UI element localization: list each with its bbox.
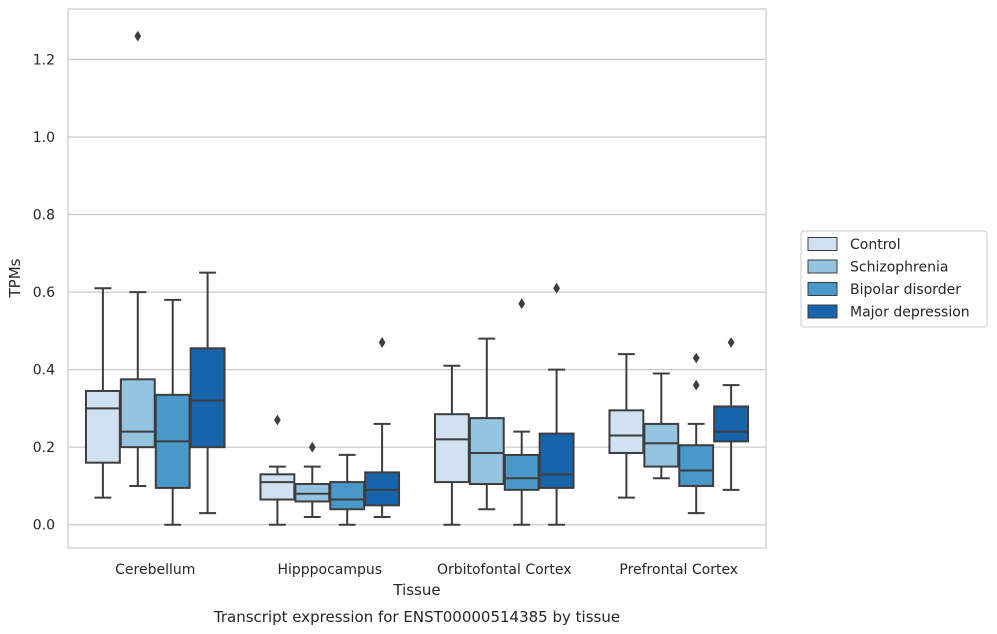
outlier-point — [727, 337, 735, 348]
box — [154, 298, 191, 526]
box-body — [643, 422, 680, 468]
box — [468, 337, 505, 511]
y-tick-label: 0.0 — [33, 518, 55, 534]
x-axis-label: Tissue — [392, 581, 440, 599]
box-body — [259, 473, 296, 501]
x-tick-label: Hipppocampus — [277, 562, 382, 578]
box-body — [678, 444, 715, 487]
y-axis-ticks: 0.0 0.2 0.4 0.6 0.8 1.0 1.2 — [33, 52, 55, 533]
outlier-point — [308, 441, 316, 453]
box — [538, 282, 575, 526]
legend-label: Control — [850, 237, 901, 253]
box-body — [433, 413, 470, 484]
box — [364, 337, 401, 518]
box-body — [713, 405, 750, 443]
legend-frame — [800, 230, 988, 328]
legend-label: Schizophrenia — [850, 260, 948, 276]
box-body — [189, 347, 226, 449]
outlier-point — [134, 30, 142, 42]
outlier-point — [553, 282, 560, 294]
box — [259, 414, 296, 526]
box — [678, 352, 715, 515]
chart-caption: Transcript expression for ENST0000051438… — [213, 608, 620, 626]
y-tick-label: 0.6 — [33, 285, 55, 301]
outlier-point — [378, 337, 386, 348]
legend-swatch — [807, 282, 838, 296]
outlier-point — [692, 352, 700, 364]
box-body — [468, 417, 505, 486]
box-body — [329, 481, 366, 511]
x-tick-label: Orbitofontal Cortex — [437, 562, 572, 578]
legend-label: Bipolar disorder — [850, 282, 961, 298]
plot-frame — [67, 8, 767, 549]
y-tick-label: 1.0 — [33, 130, 55, 146]
outlier-point — [274, 414, 281, 426]
box — [189, 271, 226, 515]
legend-label: Major depression — [850, 305, 970, 321]
box — [643, 372, 680, 480]
boxes — [84, 30, 750, 526]
box — [608, 353, 645, 499]
outlier-point — [518, 298, 526, 310]
legend-swatch — [807, 304, 838, 319]
y-tick-label: 1.2 — [33, 52, 55, 68]
legend-swatch — [807, 259, 838, 274]
box-body — [84, 389, 121, 464]
series-bipolar-disorder — [154, 298, 715, 526]
box — [503, 298, 540, 526]
outlier-point — [692, 379, 700, 391]
y-tick-label: 0.4 — [33, 363, 55, 379]
box-body — [503, 453, 540, 491]
series-schizophrenia — [119, 30, 680, 518]
legend: Control Schizophrenia Bipolar disorder Majo… — [800, 230, 988, 328]
legend-swatch — [807, 237, 838, 251]
box — [84, 287, 121, 499]
y-tick-label: 0.8 — [33, 208, 55, 224]
series-control — [84, 287, 645, 526]
box — [713, 337, 750, 491]
box — [119, 30, 156, 487]
box-body — [608, 409, 645, 454]
box-body — [538, 432, 575, 489]
x-axis-ticks: Cerebellum Hipppocampus Orbitofontal Corte… — [115, 562, 738, 578]
box — [329, 453, 366, 526]
box-body — [119, 378, 156, 449]
y-tick-label: 0.2 — [33, 440, 55, 456]
box — [294, 441, 331, 518]
box — [433, 364, 470, 526]
x-tick-label: Cerebellum — [115, 562, 195, 578]
y-axis-label: TPMs — [6, 258, 24, 298]
x-tick-label: Prefrontal Cortex — [619, 562, 738, 578]
series-major-depression — [189, 271, 750, 526]
